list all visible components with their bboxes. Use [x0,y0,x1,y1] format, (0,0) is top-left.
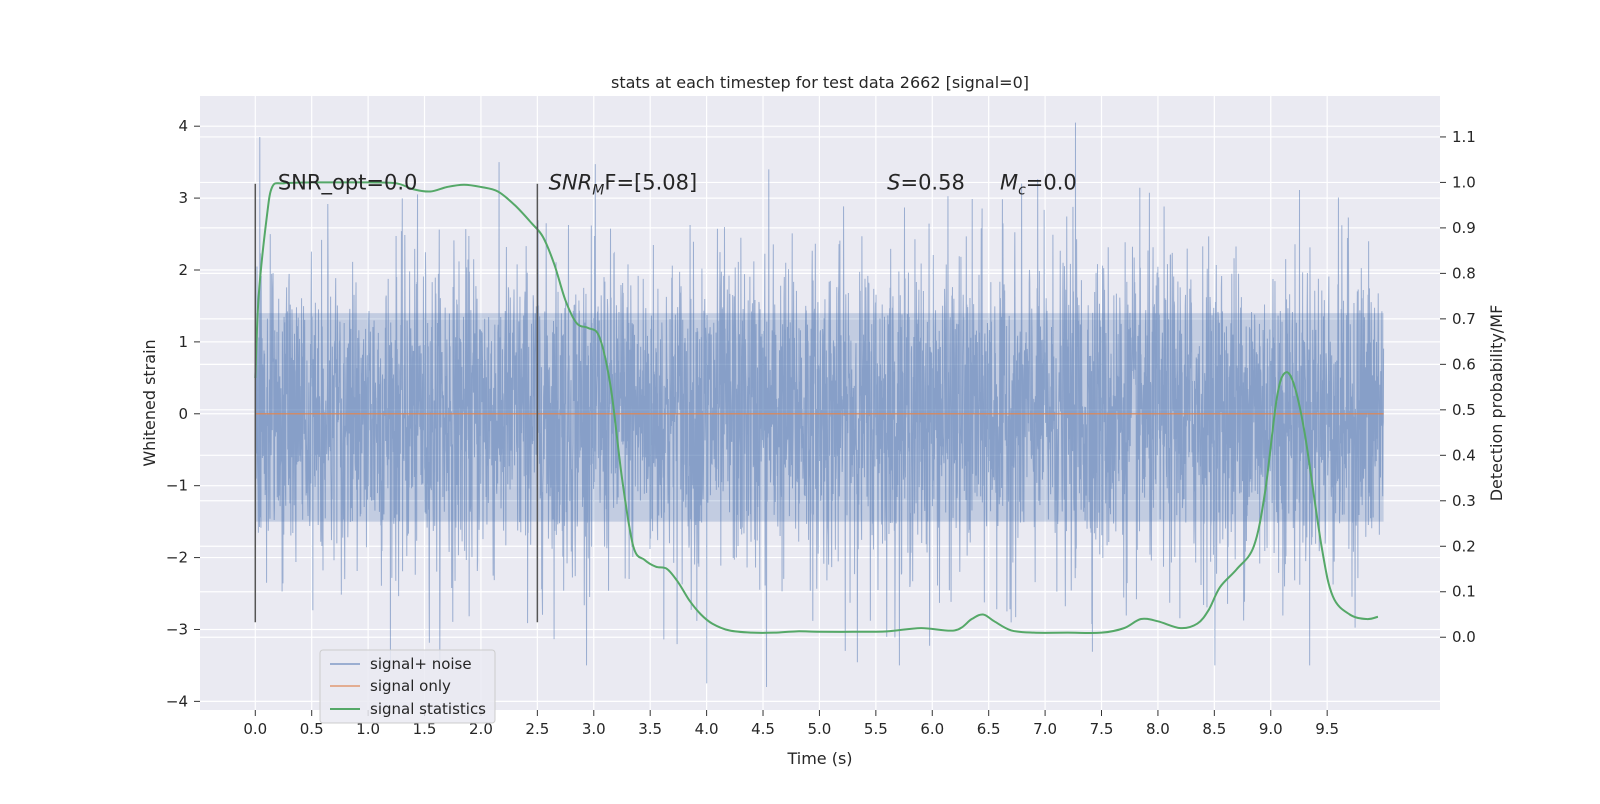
x-tick-label: 6.0 [920,720,944,738]
x-tick-label: 3.0 [582,720,606,738]
y2-axis-label: Detection probability/MF [1487,305,1506,502]
x-tick-label: 9.5 [1315,720,1339,738]
y2-tick-label: 0.9 [1452,219,1476,237]
annotation-snr-mf-rest: F=[5.08] [604,171,697,195]
annotation-mc-stat: Mc=0.0 [1000,171,1077,199]
x-tick-label: 5.5 [864,720,888,738]
y2-tick-label: 0.2 [1452,537,1476,555]
x-tick-label: 2.5 [525,720,549,738]
signal-noise-trace [254,122,1385,687]
annotation-snr-opt: SNR_opt=0.0 [278,171,418,196]
x-tick-label: 4.0 [695,720,719,738]
y2-tick-label: 0.7 [1452,310,1476,328]
legend-label-stats: signal statistics [370,700,486,718]
x-tick-label: 0.0 [243,720,267,738]
x-tick-label: 1.5 [413,720,437,738]
y2-tick-label: 1.1 [1452,128,1476,146]
annotation-snr-mf-main: SNR [549,171,593,195]
x-tick-label: 3.5 [638,720,662,738]
y-axis-label: Whitened strain [140,339,159,466]
x-tick-label: 1.0 [356,720,380,738]
annotation-snr-mf: SNRMF=[5.08] [549,171,698,199]
x-tick-label: 5.0 [808,720,832,738]
x-tick-label: 9.0 [1259,720,1283,738]
y2-tick-label: 0.0 [1452,628,1476,646]
x-tick-label: 4.5 [751,720,775,738]
y2-tick-label: 1.0 [1452,173,1476,191]
annotation-snr-mf-sub: M [592,183,604,199]
y-tick-label: 1 [178,333,188,351]
y-axis-ticks: −4 −3 −2 −1 0 1 2 3 4 [166,117,200,710]
annotation-mc-main: M [1000,171,1018,195]
signal-noise-core-band [255,313,1384,522]
y2-tick-label: 0.8 [1452,264,1476,282]
y-tick-label: −2 [166,549,188,567]
y-tick-label: −4 [166,692,188,710]
x-tick-label: 2.0 [469,720,493,738]
y-tick-label: −1 [166,477,188,495]
annotation-s-stat: S=0.58 [887,171,965,195]
x-axis-label: Time (s) [786,749,852,768]
annotation-mc-sub: c [1018,183,1026,199]
x-axis-ticks: 0.0 0.5 1.0 1.5 2.0 2.5 3.0 3.5 4.0 4.5 5.0 5.5 6.0 6… [243,710,1339,738]
y2-tick-label: 0.6 [1452,355,1476,373]
y-tick-label: −3 [166,620,188,638]
y2-tick-label: 0.4 [1452,446,1476,464]
x-tick-label: 6.5 [977,720,1001,738]
legend-label-signal: signal only [370,677,451,695]
legend-box [319,649,496,724]
legend: signal+ noise signal only signal statist… [319,649,496,724]
x-tick-label: 0.5 [300,720,324,738]
y-tick-label: 3 [178,189,188,207]
annotation-s-main: S [887,171,900,195]
x-tick-label: 8.0 [1146,720,1170,738]
legend-label-noise: signal+ noise [370,655,472,673]
y2-tick-label: 0.3 [1452,492,1476,510]
annotation-mc-rest: =0.0 [1026,171,1077,195]
y2-tick-label: 0.5 [1452,401,1476,419]
x-tick-label: 8.5 [1202,720,1226,738]
signal-statistics-series [254,181,1379,635]
chart-title: stats at each timestep for test data 266… [611,73,1029,92]
y2-tick-label: 0.1 [1452,583,1476,601]
y-tick-label: 2 [178,261,188,279]
y2-axis-ticks: 0.0 0.1 0.2 0.3 0.4 0.5 0.6 0.7 0.8 0.9 1.0 1.1 [1440,128,1476,646]
annotation-s-rest: =0.58 [900,171,964,195]
signal-noise-series [254,122,1385,687]
x-tick-label: 7.5 [1090,720,1114,738]
y-tick-label: 4 [178,117,188,135]
x-tick-label: 7.0 [1033,720,1057,738]
y-tick-label: 0 [178,405,188,423]
